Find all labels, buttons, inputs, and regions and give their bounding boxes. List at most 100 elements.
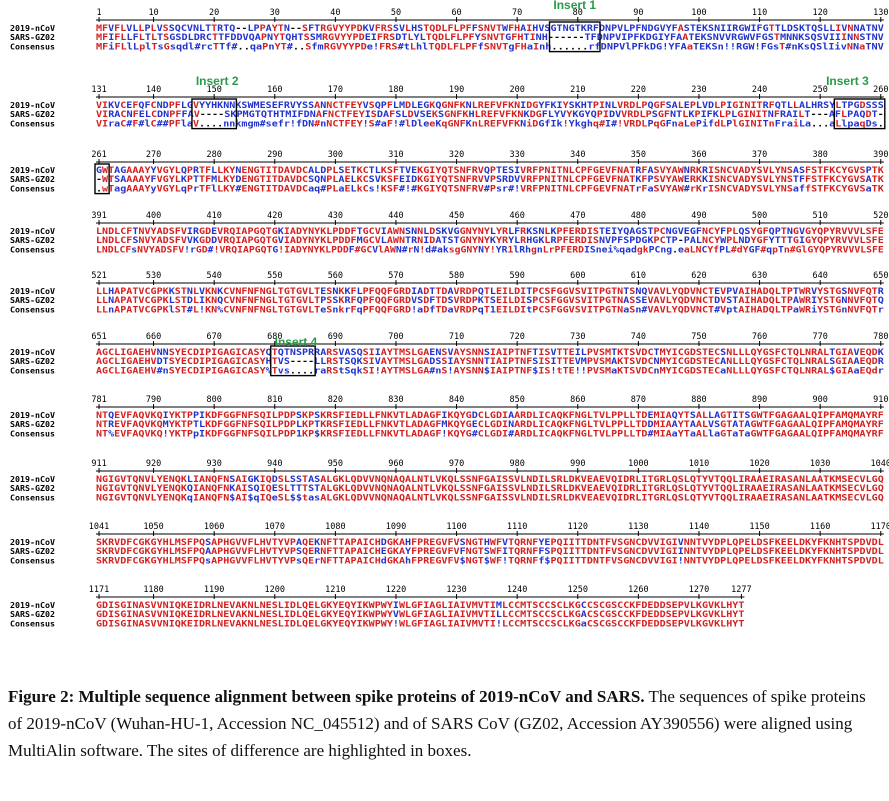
ruler-label: 750 [691,332,706,342]
ruler-label: 320 [449,150,464,160]
alignment-figure: 1 10 20 30 40 50 60 70 80 90 100 110 120 1302019-nCoV… [10,0,889,629]
ruler-label: 261 [91,150,106,160]
ruler-label: 420 [267,211,282,221]
ruler-label: 140 [146,85,161,95]
ncov-row: GDISGINASVVNIQKEIDRLNEVAKNLNESLIDLQELGKY… [96,601,744,611]
caption-title: Figure 2: Multiple sequence alignment be… [8,687,645,706]
ruler-label: 390 [873,150,888,160]
ruler-label: 870 [631,395,646,405]
ruler-label: 30 [270,8,280,18]
sars-row: MFIFLLFLTLTSGSDLDRCTTFDDVQAPNYTQHTSSMRGV… [96,33,884,43]
ruler-label: 550 [267,271,282,281]
ruler-label: 1040 [871,459,889,469]
caption-body: The sequences of spike proteins of 2019-… [8,687,866,760]
ruler-label: 110 [752,8,767,18]
row-label: Consensus [10,118,55,128]
ruler-label: 70 [512,8,522,18]
ruler-label: 810 [267,395,282,405]
ruler-label: 760 [752,332,767,342]
ruler-label: 1080 [325,522,345,532]
row-label: Consensus [10,183,55,193]
ruler-label: 860 [570,395,585,405]
ruler-label: 620 [691,271,706,281]
row-label: SARS-GZ02 [10,235,55,245]
sars-row: LNDLCFSNVYADSFVVKGDDVRQIAPGQTGVIADYNYKLP… [96,236,884,246]
row-label: 2019-nCoV [10,286,55,296]
ruler-label: 630 [752,271,767,281]
ruler-label: 160 [267,85,282,95]
ruler-label: 210 [570,85,585,95]
sars-row: NGIGVTQNVLYENQKQIANQFNKAISQIQESLTTTSTALG… [96,484,884,494]
sars-row: AGCLIGAEHVDTSYECDIPIGAGICASYHTVS----LLRS… [96,357,885,367]
insert-label: Insert 1 [553,0,596,12]
ruler-label: 1060 [204,522,224,532]
ruler-label: 440 [388,211,403,221]
ruler-label: 290 [267,150,282,160]
ruler-label: 980 [509,459,524,469]
ruler-label: 1140 [689,522,709,532]
ruler-label: 690 [328,332,343,342]
ruler-label: 410 [206,211,221,221]
ruler-label: 950 [328,459,343,469]
ruler-label: 720 [509,332,524,342]
ruler-label: 1160 [810,522,830,532]
ruler-label: 1220 [386,585,406,595]
ruler-label: 1100 [446,522,466,532]
ncov-row: VIKVCEFQFCNDPFLGVYYHKNNKSWMESEFRVYSSANNC… [96,101,884,111]
ruler-label: 500 [752,211,767,221]
consensus-row: GDISGINASVVNIQKEIDRLNEVAKNLNESLIDLQELGKY… [96,619,744,629]
ruler-label: 130 [873,8,888,18]
ruler-label: 890 [752,395,767,405]
sars-row: GDISGINASVVNIQKEIDRLNEVAKNLNESLIDLQELGKY… [96,610,744,620]
row-label: 2019-nCoV [10,23,55,33]
row-label: SARS-GZ02 [10,32,55,42]
ruler-label: 470 [570,211,585,221]
ruler-label: 790 [146,395,161,405]
ruler-label: 1000 [628,459,648,469]
ruler-label: 100 [691,8,706,18]
ruler-label: 180 [388,85,403,95]
ruler-label: 780 [873,332,888,342]
ruler-label: 700 [388,332,403,342]
ruler-label: 770 [812,332,827,342]
difference-box [94,163,110,195]
ruler-label: 530 [146,271,161,281]
ruler-label: 1041 [89,522,109,532]
ruler-label: 131 [91,85,106,95]
row-label: 2019-nCoV [10,165,55,175]
ruler-label: 310 [388,150,403,160]
ruler-label: 1020 [749,459,769,469]
ruler-label: 970 [449,459,464,469]
ruler-label: 1050 [143,522,163,532]
ruler-label: 1171 [89,585,109,595]
ruler-label: 710 [449,332,464,342]
ruler-label: 680 [267,332,282,342]
ruler-label: 50 [391,8,401,18]
ruler-label: 830 [388,395,403,405]
row-label: SARS-GZ02 [10,109,55,119]
ruler-label: 480 [631,211,646,221]
consensus-row: NT%EVFAQVKQ!YKTPpIKDFGGFNFSQILPDP1KP$KRS… [96,429,884,439]
consensus-row: LNDLCFsNVYADSFV!rGD#!VRQIAPGQTG!IADYNYKL… [96,244,884,255]
difference-box [548,21,601,53]
ruler-label: 380 [812,150,827,160]
ruler-label: 340 [570,150,585,160]
row-label: 2019-nCoV [10,600,55,610]
ruler-label: 230 [691,85,706,95]
ruler-label: 1277 [731,585,751,595]
ruler-label: 260 [873,85,888,95]
ncov-row: MFVFLVLLPLVSSQCVNLTTRTQ--LPPAYTN--SFTRGV… [96,24,884,34]
consensus-row: .wTagAAAYyVGYLqPrTFlLKY#ENGTITDAVDCaq#PL… [96,184,885,194]
row-label: Consensus [10,428,55,438]
ruler-label: 510 [812,211,827,221]
ruler-label: 280 [206,150,221,160]
row-label: Consensus [10,365,55,375]
ruler-label: 650 [873,271,888,281]
ruler-label: 600 [570,271,585,281]
ruler-label: 911 [91,459,106,469]
figure-caption: Figure 2: Multiple sequence alignment be… [8,683,883,764]
consensus-row: NGIGVTQNVLYENQKqIANQFN$AI$qIQeSL$$tasALG… [96,493,884,503]
ruler-label: 1090 [386,522,406,532]
ruler-label: 920 [146,459,161,469]
consensus-row: MFiFLlLplTsGsqdl#rcTTf#..qaPnYT#..SfmRGV… [96,41,884,52]
